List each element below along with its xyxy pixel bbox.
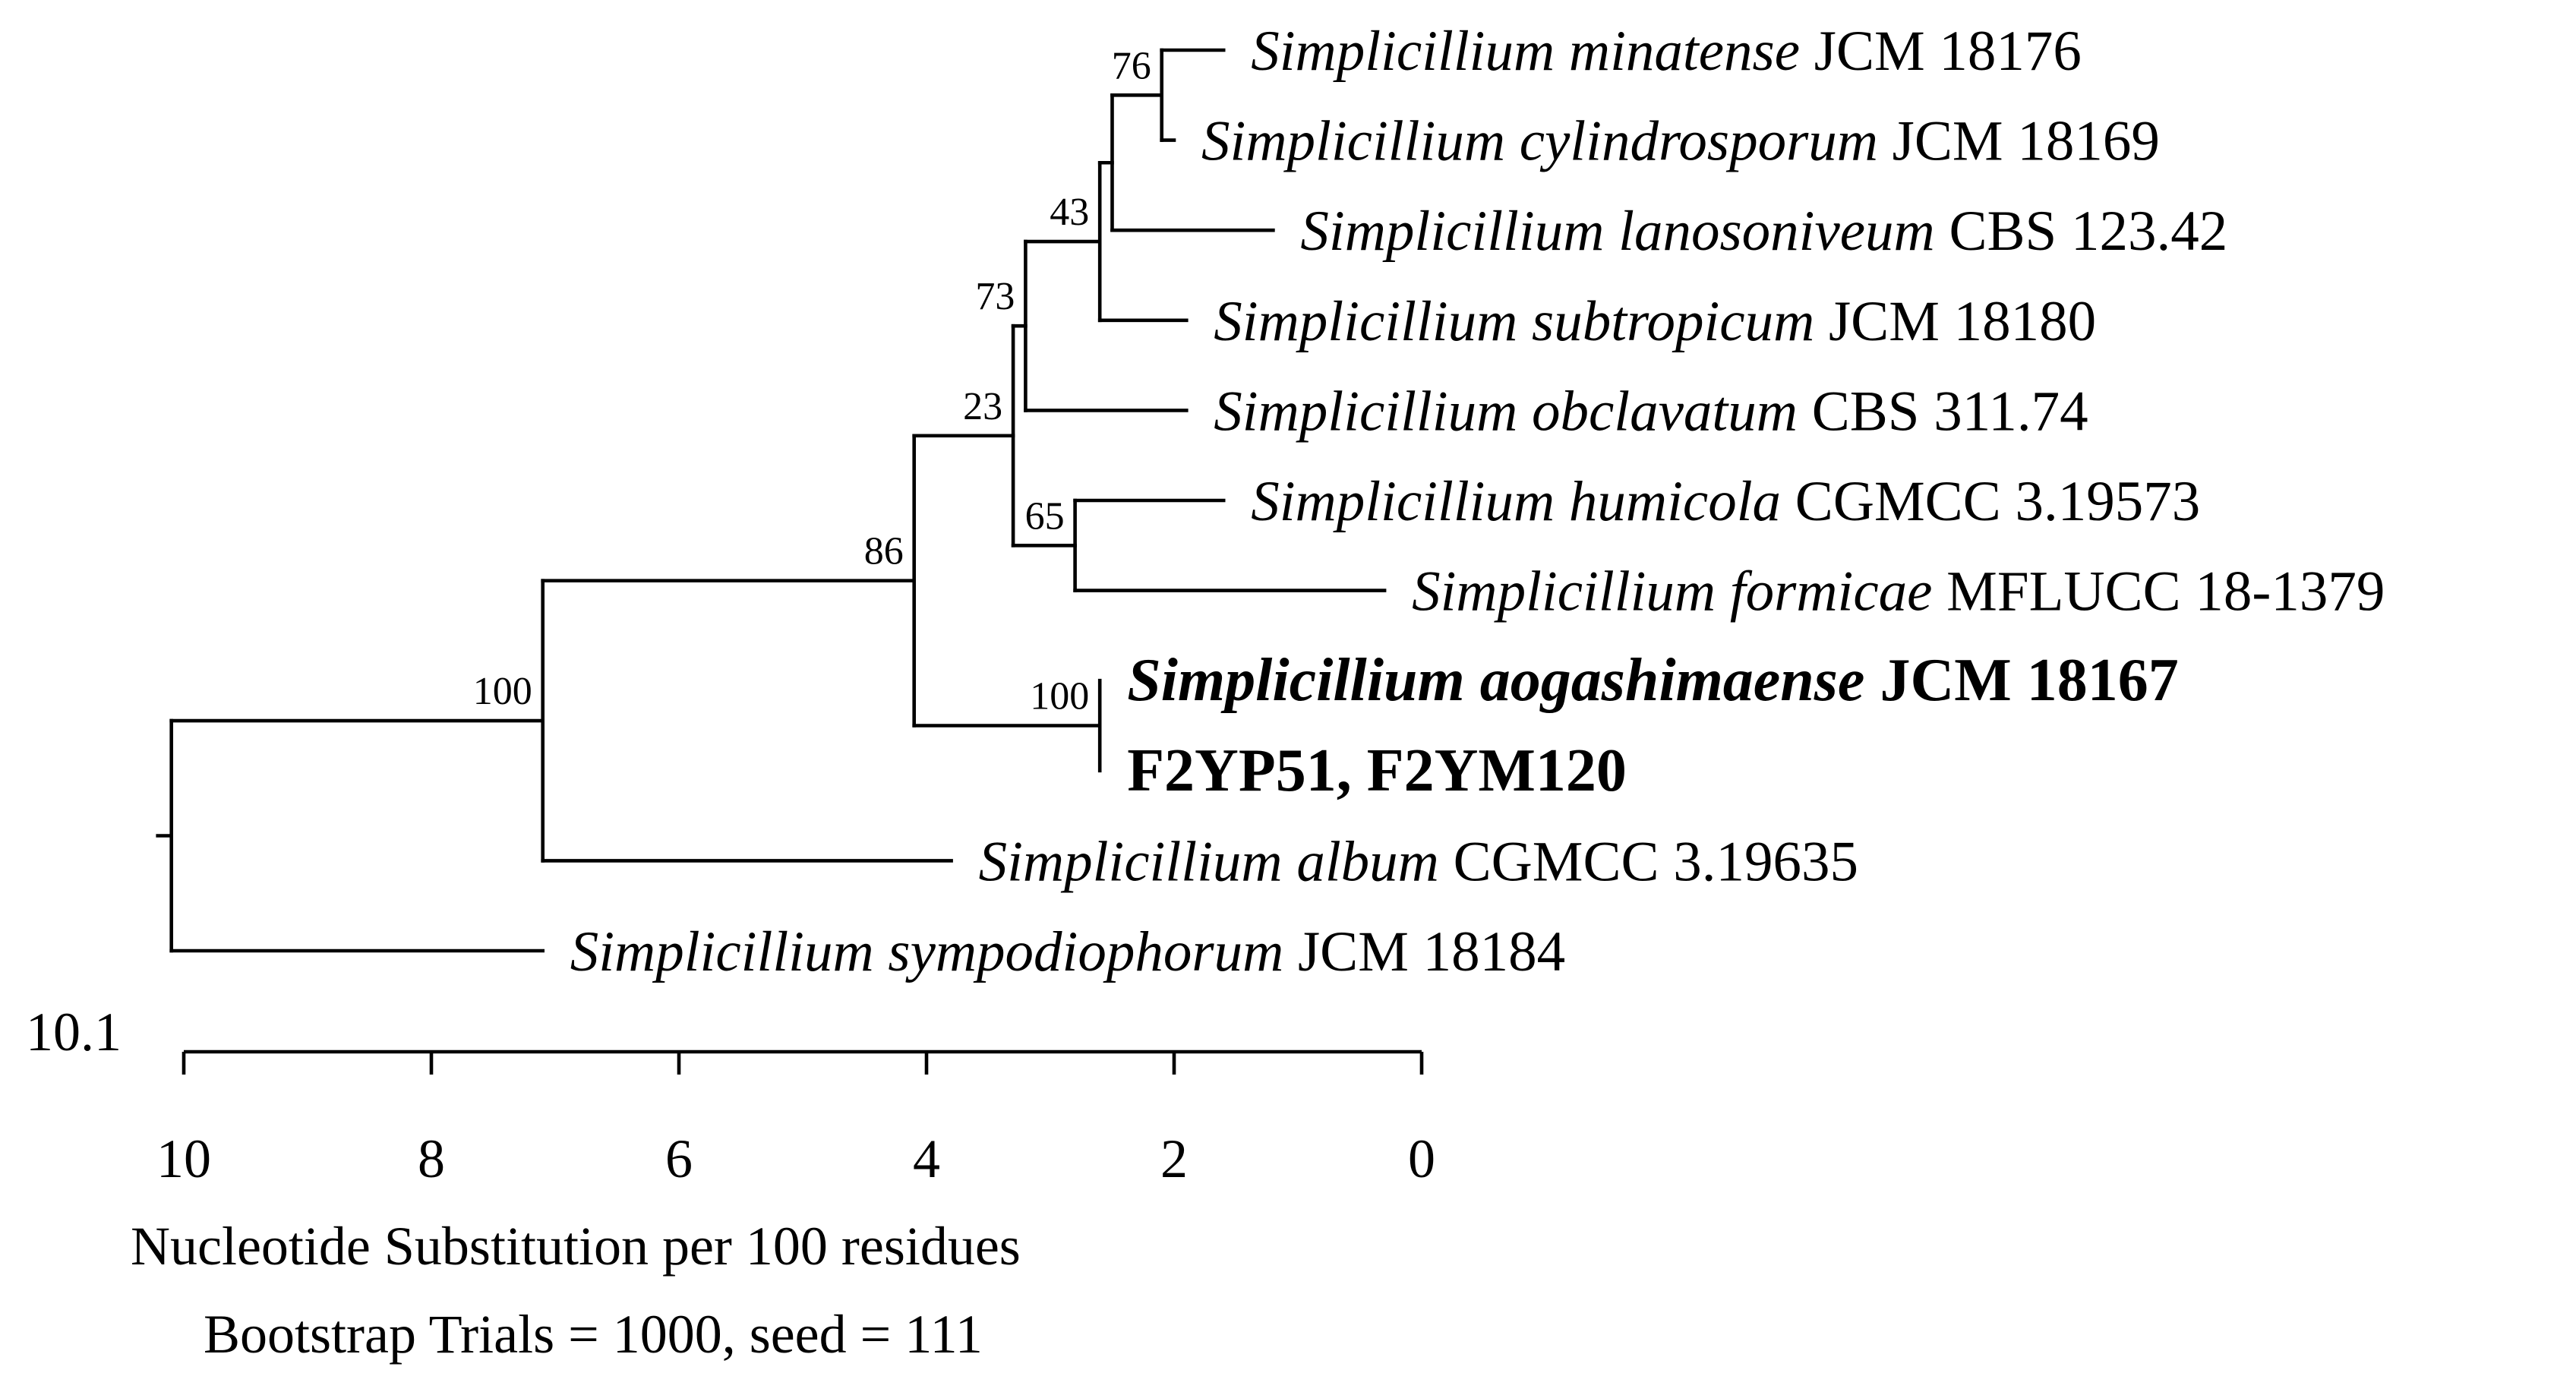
strain-id: JCM 18169 — [1878, 110, 2160, 173]
taxon-label-f2: F2YP51, F2YM120 — [1127, 737, 1627, 804]
bootstrap-values: 100 86 23 73 43 76 65 100 — [473, 44, 1151, 718]
bootstrap-n23: 23 — [963, 385, 1002, 428]
bootstrap-n100b: 100 — [1030, 675, 1089, 718]
taxon-label-subtropicum: Simplicillium subtropicum JCM 18180 — [1214, 290, 2096, 353]
taxon-label-humicola: Simplicillium humicola CGMCC 3.19573 — [1251, 470, 2200, 533]
axis-label: Nucleotide Substitution per 100 residues — [131, 1216, 1021, 1277]
axis-tick-label-10: 10 — [156, 1128, 211, 1189]
bootstrap-n65: 65 — [1025, 494, 1065, 538]
species-name: Simplicillium album — [979, 830, 1439, 893]
taxon-label-aogashimaense: Simplicillium aogashimaense JCM 18167 — [1127, 647, 2179, 714]
strain-id: CBS 311.74 — [1798, 380, 2088, 443]
strain-id: MFLUCC 18-1379 — [1932, 560, 2385, 623]
strain-id: JCM 18176 — [1800, 20, 2082, 83]
species-name: Simplicillium aogashimaense — [1127, 647, 1864, 714]
taxon-label-lanosoniveum: Simplicillium lanosoniveum CBS 123.42 — [1300, 200, 2227, 263]
strain-id: JCM 18167 — [1864, 647, 2178, 714]
species-name: Simplicillium formicae — [1412, 560, 1932, 623]
taxon-label-album: Simplicillium album CGMCC 3.19635 — [979, 830, 1858, 893]
strain-id: JCM 18184 — [1283, 920, 1565, 983]
species-name: Simplicillium obclavatum — [1214, 380, 1798, 443]
bootstrap-n73: 73 — [975, 275, 1015, 318]
species-name: Simplicillium humicola — [1251, 470, 1781, 533]
strain-id: CGMCC 3.19635 — [1439, 830, 1858, 893]
strain-id: CGMCC 3.19573 — [1781, 470, 2200, 533]
species-name: Simplicillium lanosoniveum — [1300, 200, 1934, 263]
bootstrap-footnote: Bootstrap Trials = 1000, seed = 111 — [204, 1304, 983, 1365]
bootstrap-n100a: 100 — [473, 670, 532, 713]
taxon-label-sympodiophorum: Simplicillium sympodiophorum JCM 18184 — [570, 920, 1565, 983]
bootstrap-n86: 86 — [864, 530, 904, 573]
species-name: Simplicillium minatense — [1251, 20, 1800, 83]
scale-label: 10.1 — [26, 1002, 122, 1062]
taxon-label-cylindrosporum: Simplicillium cylindrosporum JCM 18169 — [1201, 110, 2160, 173]
axis-tick-label-4: 4 — [913, 1128, 940, 1189]
strain-id: CBS 123.42 — [1935, 200, 2228, 263]
strain-id: JCM 18180 — [1814, 290, 2096, 353]
axis-tick-label-0: 0 — [1408, 1128, 1435, 1189]
bootstrap-n43: 43 — [1050, 191, 1089, 234]
axis-tick-label-2: 2 — [1160, 1128, 1188, 1189]
taxon-labels: Simplicillium minatense JCM 18176Simplic… — [570, 20, 2385, 983]
distance-axis: 10 8 6 4 2 0 — [156, 1049, 1435, 1189]
bootstrap-n76b: 76 — [1112, 44, 1151, 87]
taxon-label-obclavatum: Simplicillium obclavatum CBS 311.74 — [1214, 380, 2088, 443]
taxon-label-formicae: Simplicillium formicae MFLUCC 18-1379 — [1412, 560, 2385, 623]
species-name: Simplicillium cylindrosporum — [1201, 110, 1878, 173]
axis-tick-label-8: 8 — [418, 1128, 445, 1189]
species-name: Simplicillium sympodiophorum — [570, 920, 1284, 983]
species-name: Simplicillium subtropicum — [1214, 290, 1814, 353]
axis-tick-label-6: 6 — [665, 1128, 693, 1189]
taxon-label-minatense: Simplicillium minatense JCM 18176 — [1251, 20, 2082, 83]
tree-branches — [156, 48, 1387, 953]
